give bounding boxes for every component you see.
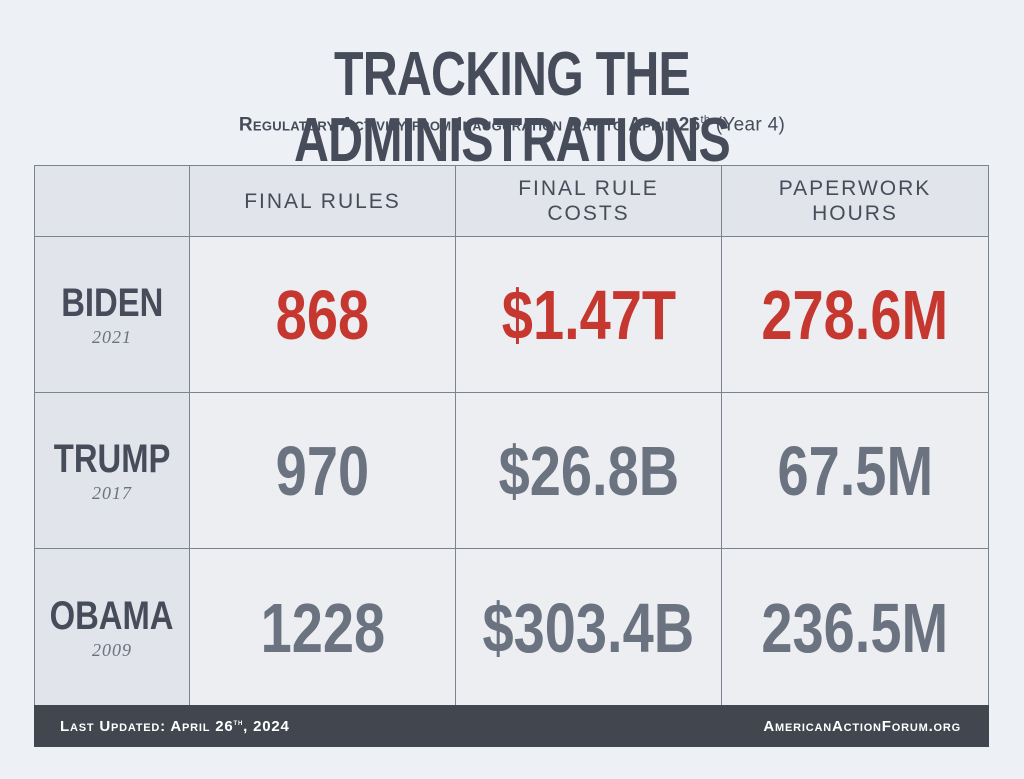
trump-final-rule-costs-cell: $26.8B — [456, 393, 722, 549]
obama-final-rules-cell: 1228 — [190, 549, 456, 706]
column-header-line2: HOURS — [812, 202, 898, 225]
biden-final-rules-cell: 868 — [190, 237, 456, 393]
obama-final-rule-costs-value: $303.4B — [482, 588, 695, 667]
administration-name: BIDEN — [60, 280, 164, 325]
obama-paperwork-hours-cell: 236.5M — [722, 549, 988, 706]
column-header-line1: FINAL RULES — [244, 189, 401, 213]
obama-final-rule-costs-cell: $303.4B — [456, 549, 722, 706]
row-header-trump: TRUMP 2017 — [35, 393, 190, 549]
obama-paperwork-hours-value: 236.5M — [761, 588, 949, 667]
administration-name: TRUMP — [53, 436, 171, 481]
trump-final-rules-value: 970 — [275, 431, 370, 510]
administration-name: OBAMA — [50, 593, 174, 638]
last-updated-suffix: , 2024 — [243, 718, 290, 735]
corner-cell — [35, 166, 190, 237]
biden-final-rule-costs-cell: $1.47T — [456, 237, 722, 393]
comparison-table: FINAL RULES FINAL RULE COSTS PAPERWORK H… — [34, 165, 989, 706]
page-title: TRACKING THE ADMINISTRATIONS — [293, 40, 731, 175]
trump-final-rules-cell: 970 — [190, 393, 456, 549]
site-url: AmericanActionForum.org — [763, 717, 961, 735]
last-updated-sup: th — [233, 717, 244, 727]
trump-final-rule-costs-value: $26.8B — [498, 431, 679, 510]
subtitle-suffix: (Year 4) — [710, 114, 786, 136]
footer-bar: Last Updated: April 26th, 2024 AmericanA… — [34, 705, 989, 747]
column-header-final-rules: FINAL RULES — [190, 166, 456, 237]
page-subtitle: Regulatory Activity from Inauguration Da… — [0, 108, 1024, 137]
column-header-line1: FINAL RULE — [518, 177, 659, 200]
last-updated: Last Updated: April 26th, 2024 — [60, 717, 290, 735]
administration-year: 2009 — [92, 639, 132, 660]
obama-final-rules-value: 1228 — [260, 588, 385, 667]
trump-paperwork-hours-value: 67.5M — [777, 431, 933, 510]
row-header-biden: BIDEN 2021 — [35, 237, 190, 393]
administration-year: 2021 — [92, 326, 132, 347]
biden-paperwork-hours-value: 278.6M — [761, 275, 949, 354]
last-updated-prefix: Last Updated: April 26 — [60, 718, 234, 735]
column-header-paperwork-hours: PAPERWORK HOURS — [722, 166, 988, 237]
trump-paperwork-hours-cell: 67.5M — [722, 393, 988, 549]
column-header-line1: PAPERWORK — [778, 177, 932, 200]
subtitle-sup: th — [700, 114, 711, 126]
biden-final-rules-value: 868 — [275, 275, 370, 354]
administration-year: 2017 — [92, 482, 132, 503]
subtitle-text: Regulatory Activity from Inauguration Da… — [238, 114, 701, 136]
biden-final-rule-costs-value: $1.47T — [501, 275, 676, 354]
column-header-final-rule-costs: FINAL RULE COSTS — [456, 166, 722, 237]
row-header-obama: OBAMA 2009 — [35, 549, 190, 706]
biden-paperwork-hours-cell: 278.6M — [722, 237, 988, 393]
column-header-line2: COSTS — [547, 202, 630, 225]
